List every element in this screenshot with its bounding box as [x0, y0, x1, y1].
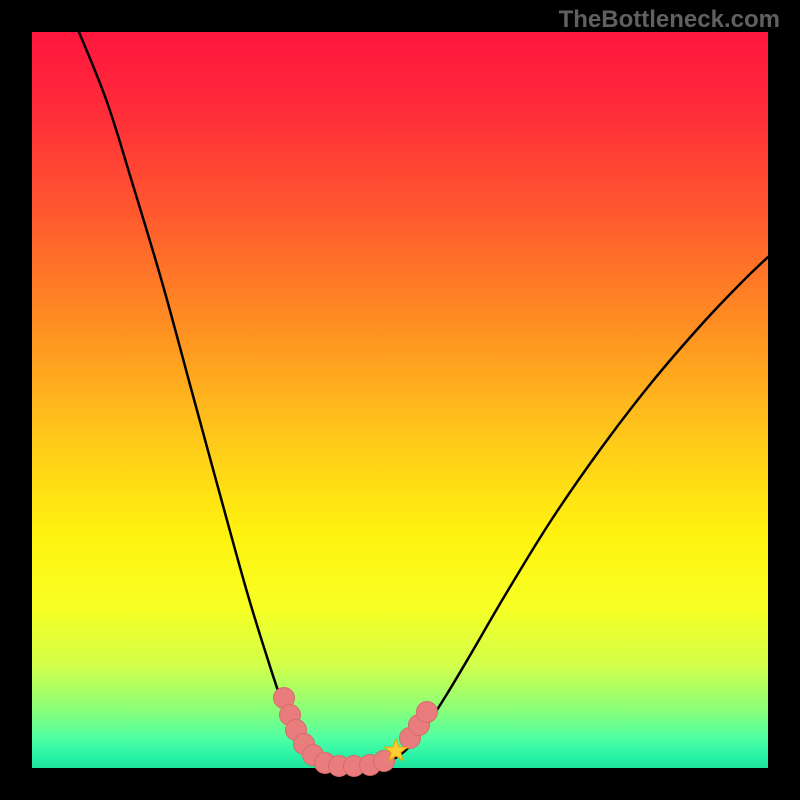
- chart-frame: TheBottleneck.com: [0, 0, 800, 800]
- highlight-star-icon: [382, 737, 410, 765]
- markers-layer: [0, 0, 800, 800]
- data-point: [416, 701, 438, 723]
- watermark-text: TheBottleneck.com: [559, 6, 780, 34]
